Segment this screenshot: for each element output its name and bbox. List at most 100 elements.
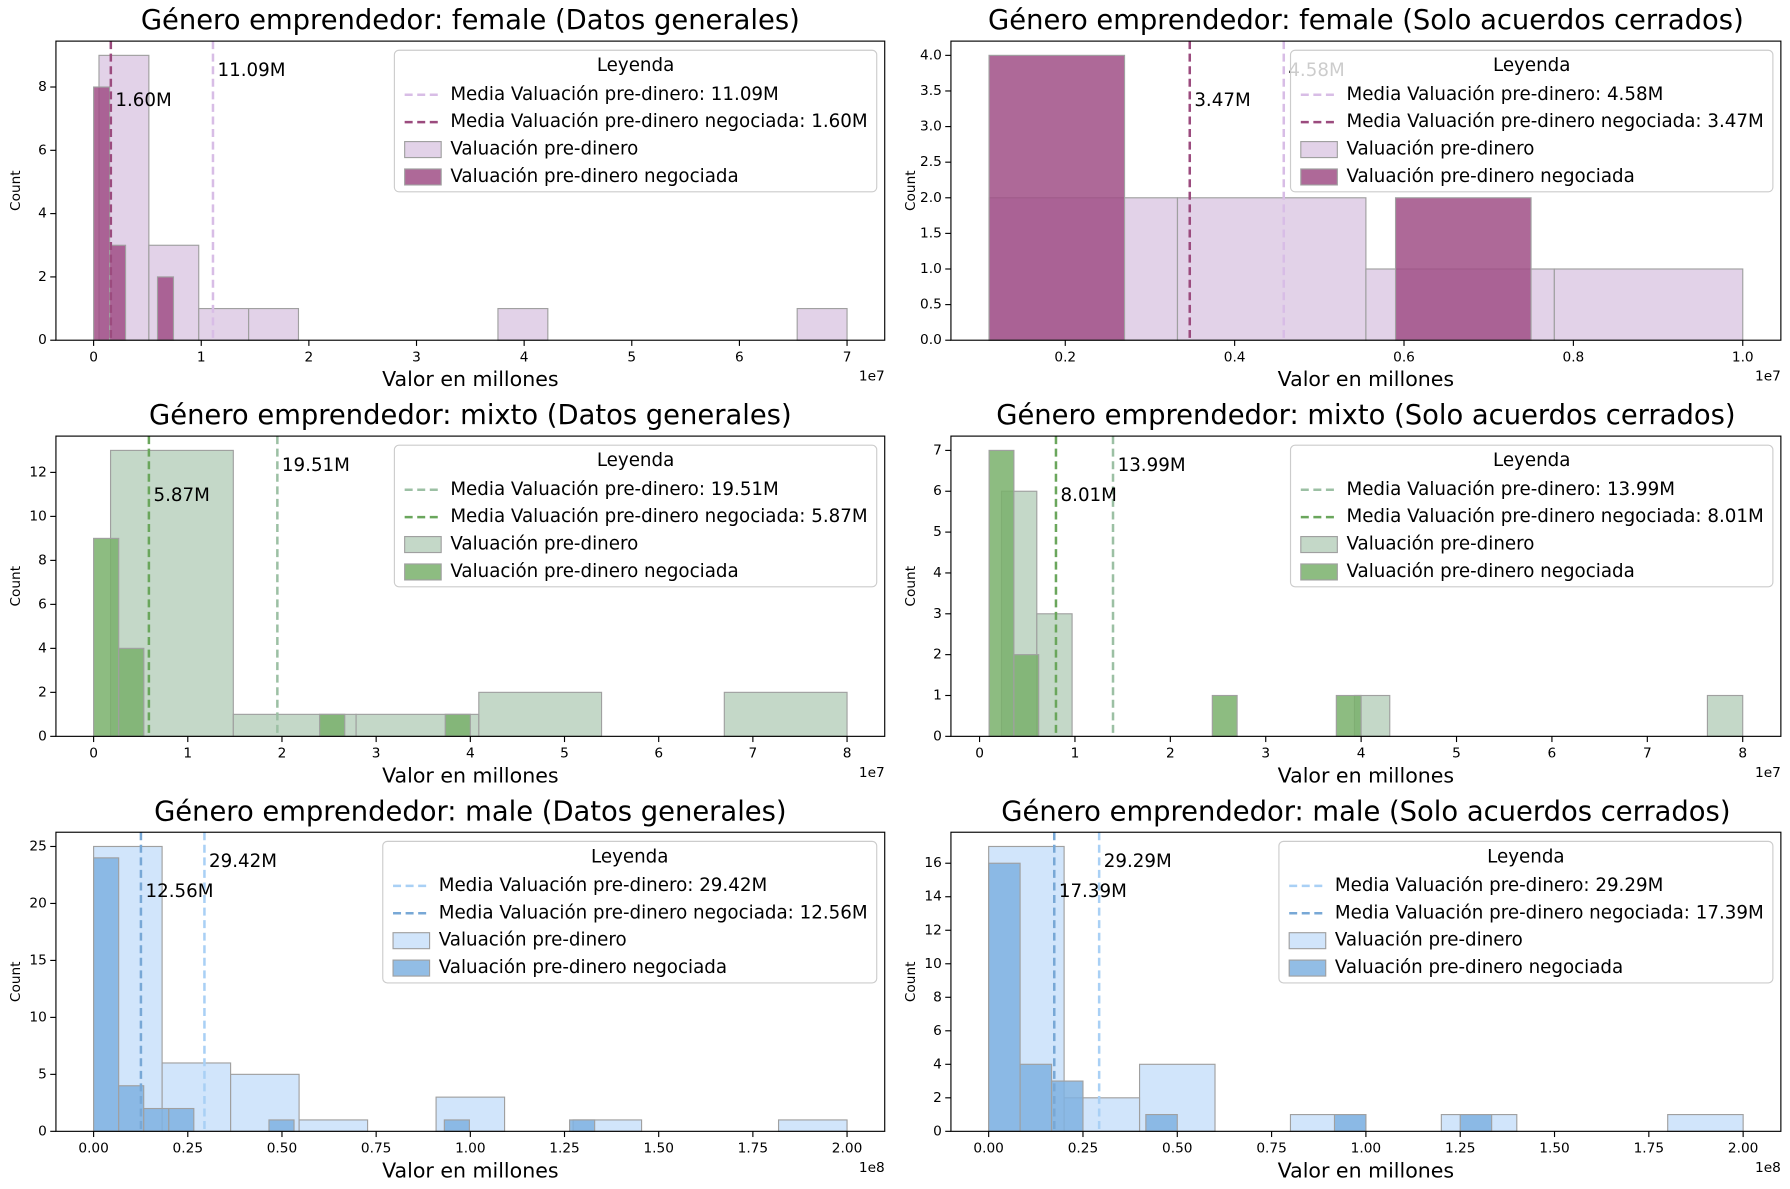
histogram-bar bbox=[168, 1107, 195, 1132]
legend-box bbox=[1278, 840, 1774, 984]
legend-title: Leyenda bbox=[597, 55, 674, 76]
x-tick-label: 1.50 bbox=[1539, 1140, 1569, 1156]
x-offset-label: 1e8 bbox=[1755, 1160, 1781, 1176]
legend-swatch bbox=[1300, 141, 1338, 159]
x-tick-label: 1.50 bbox=[643, 1140, 673, 1156]
legend-label: Media Valuación pre-dinero negociada: 5.… bbox=[450, 506, 867, 527]
legend-swatch bbox=[404, 535, 442, 554]
chart-title: Género emprendedor: female (Solo acuerdo… bbox=[988, 5, 1744, 36]
legend-label: Media Valuación pre-dinero: 29.29M bbox=[1335, 875, 1663, 896]
y-tick-label: 2 bbox=[38, 269, 47, 285]
y-tick-label: 3 bbox=[933, 606, 942, 622]
legend-swatch bbox=[1300, 535, 1338, 554]
x-tick-label: 5 bbox=[1452, 745, 1461, 761]
x-axis-label: Valor en millones bbox=[382, 763, 558, 787]
y-tick-label: 10 bbox=[29, 508, 46, 524]
y-tick-label: 15 bbox=[29, 952, 46, 968]
y-tick-label: 4 bbox=[38, 206, 47, 222]
histogram-bar bbox=[1036, 613, 1073, 737]
x-tick-label: 3 bbox=[1261, 745, 1270, 761]
histogram-bar bbox=[93, 857, 120, 1132]
x-tick-label: 0 bbox=[89, 349, 98, 365]
y-tick-label: 5 bbox=[38, 1066, 47, 1082]
y-axis-label: Count bbox=[8, 170, 24, 211]
x-tick-label: 1.00 bbox=[455, 1140, 485, 1156]
y-tick-label: 2.5 bbox=[920, 154, 942, 170]
y-tick-label: 0.0 bbox=[920, 332, 942, 348]
histogram-bar bbox=[268, 1119, 295, 1132]
x-tick-label: 1.25 bbox=[549, 1140, 579, 1156]
legend-swatch bbox=[404, 563, 442, 581]
y-tick-label: 2 bbox=[38, 684, 47, 700]
x-tick-label: 3 bbox=[372, 745, 381, 761]
legend-label: Valuación pre-dinero negociada bbox=[1346, 166, 1634, 187]
x-tick-label: 1.75 bbox=[1634, 1140, 1664, 1156]
x-tick-label: 2 bbox=[1166, 745, 1175, 761]
legend-label: Media Valuación pre-dinero negociada: 8.… bbox=[1346, 506, 1763, 527]
x-axis-label: Valor en millones bbox=[1278, 367, 1454, 391]
y-tick-label: 5 bbox=[933, 524, 942, 540]
y-tick-label: 10 bbox=[29, 1009, 46, 1025]
histogram-bar bbox=[156, 276, 175, 341]
x-tick-label: 1.25 bbox=[1445, 1140, 1475, 1156]
legend-label: Valuación pre-dinero negociada bbox=[1346, 561, 1634, 582]
x-axis-label: Valor en millones bbox=[382, 367, 558, 391]
legend-label: Media Valuación pre-dinero: 19.51M bbox=[450, 479, 778, 500]
x-tick-label: 0.50 bbox=[267, 1140, 297, 1156]
y-tick-label: 6 bbox=[933, 483, 942, 499]
histogram-bar bbox=[298, 1119, 369, 1132]
histogram-bar bbox=[319, 713, 346, 737]
y-tick-label: 6 bbox=[38, 142, 47, 158]
y-tick-label: 4 bbox=[933, 565, 942, 581]
x-offset-label: 1e7 bbox=[859, 369, 885, 385]
legend-title: Leyenda bbox=[597, 450, 674, 471]
x-tick-label: 6 bbox=[735, 349, 744, 365]
x-tick-label: 3 bbox=[412, 349, 421, 365]
legend-label: Valuación pre-dinero bbox=[1346, 534, 1534, 555]
x-tick-label: 2.00 bbox=[832, 1140, 862, 1156]
x-tick-label: 8 bbox=[843, 745, 852, 761]
legend-label: Valuación pre-dinero bbox=[439, 930, 627, 951]
histogram-bar bbox=[443, 1119, 470, 1132]
x-axis-label: Valor en millones bbox=[1278, 1158, 1454, 1182]
x-tick-label: 7 bbox=[843, 349, 852, 365]
y-tick-label: 2 bbox=[933, 1090, 942, 1106]
legend-label: Valuación pre-dinero bbox=[450, 534, 638, 555]
histogram-bar bbox=[1333, 1114, 1367, 1132]
x-tick-label: 1.00 bbox=[1351, 1140, 1381, 1156]
y-axis-label: Count bbox=[8, 565, 24, 606]
y-axis-label: Count bbox=[8, 961, 24, 1002]
histogram-bar bbox=[1013, 654, 1040, 737]
legend-label: Valuación pre-dinero negociada bbox=[1335, 957, 1623, 978]
chart-title: Género emprendedor: male (Datos generale… bbox=[154, 796, 787, 827]
x-tick-label: 0.00 bbox=[78, 1140, 108, 1156]
legend-box bbox=[1289, 444, 1774, 588]
x-tick-label: 4 bbox=[1357, 745, 1366, 761]
x-tick-label: 0.50 bbox=[1162, 1140, 1192, 1156]
x-offset-label: 1e7 bbox=[859, 765, 885, 781]
histogram-bar bbox=[777, 1119, 848, 1132]
histogram-bar bbox=[1211, 694, 1238, 737]
axes-frame bbox=[950, 40, 1782, 341]
x-tick-label: 5 bbox=[560, 745, 569, 761]
histogram-bar bbox=[1335, 694, 1362, 737]
legend-label: Valuación pre-dinero bbox=[1335, 930, 1523, 951]
x-tick-label: 4 bbox=[520, 349, 529, 365]
legend-swatch bbox=[1300, 563, 1338, 581]
legend-label: Valuación pre-dinero negociada bbox=[439, 957, 727, 978]
legend-label: Valuación pre-dinero bbox=[1346, 139, 1534, 160]
y-axis-label: Count bbox=[903, 565, 919, 606]
y-tick-label: 0 bbox=[933, 728, 942, 744]
chart-title: Género emprendedor: male (Solo acuerdos … bbox=[1001, 796, 1730, 827]
y-axis-label: Count bbox=[903, 170, 919, 211]
x-axis-label: Valor en millones bbox=[382, 1158, 558, 1182]
legend-swatch bbox=[392, 932, 431, 950]
x-tick-label: 0.6 bbox=[1393, 349, 1415, 365]
legend-label: Media Valuación pre-dinero negociada: 1.… bbox=[450, 111, 867, 132]
legend-label: Media Valuación pre-dinero negociada: 3.… bbox=[1346, 111, 1763, 132]
mean-annotation: 5.87M bbox=[153, 485, 209, 506]
histogram-bar bbox=[93, 86, 111, 341]
histogram-bar bbox=[497, 307, 549, 341]
x-offset-label: 1e7 bbox=[1755, 765, 1781, 781]
